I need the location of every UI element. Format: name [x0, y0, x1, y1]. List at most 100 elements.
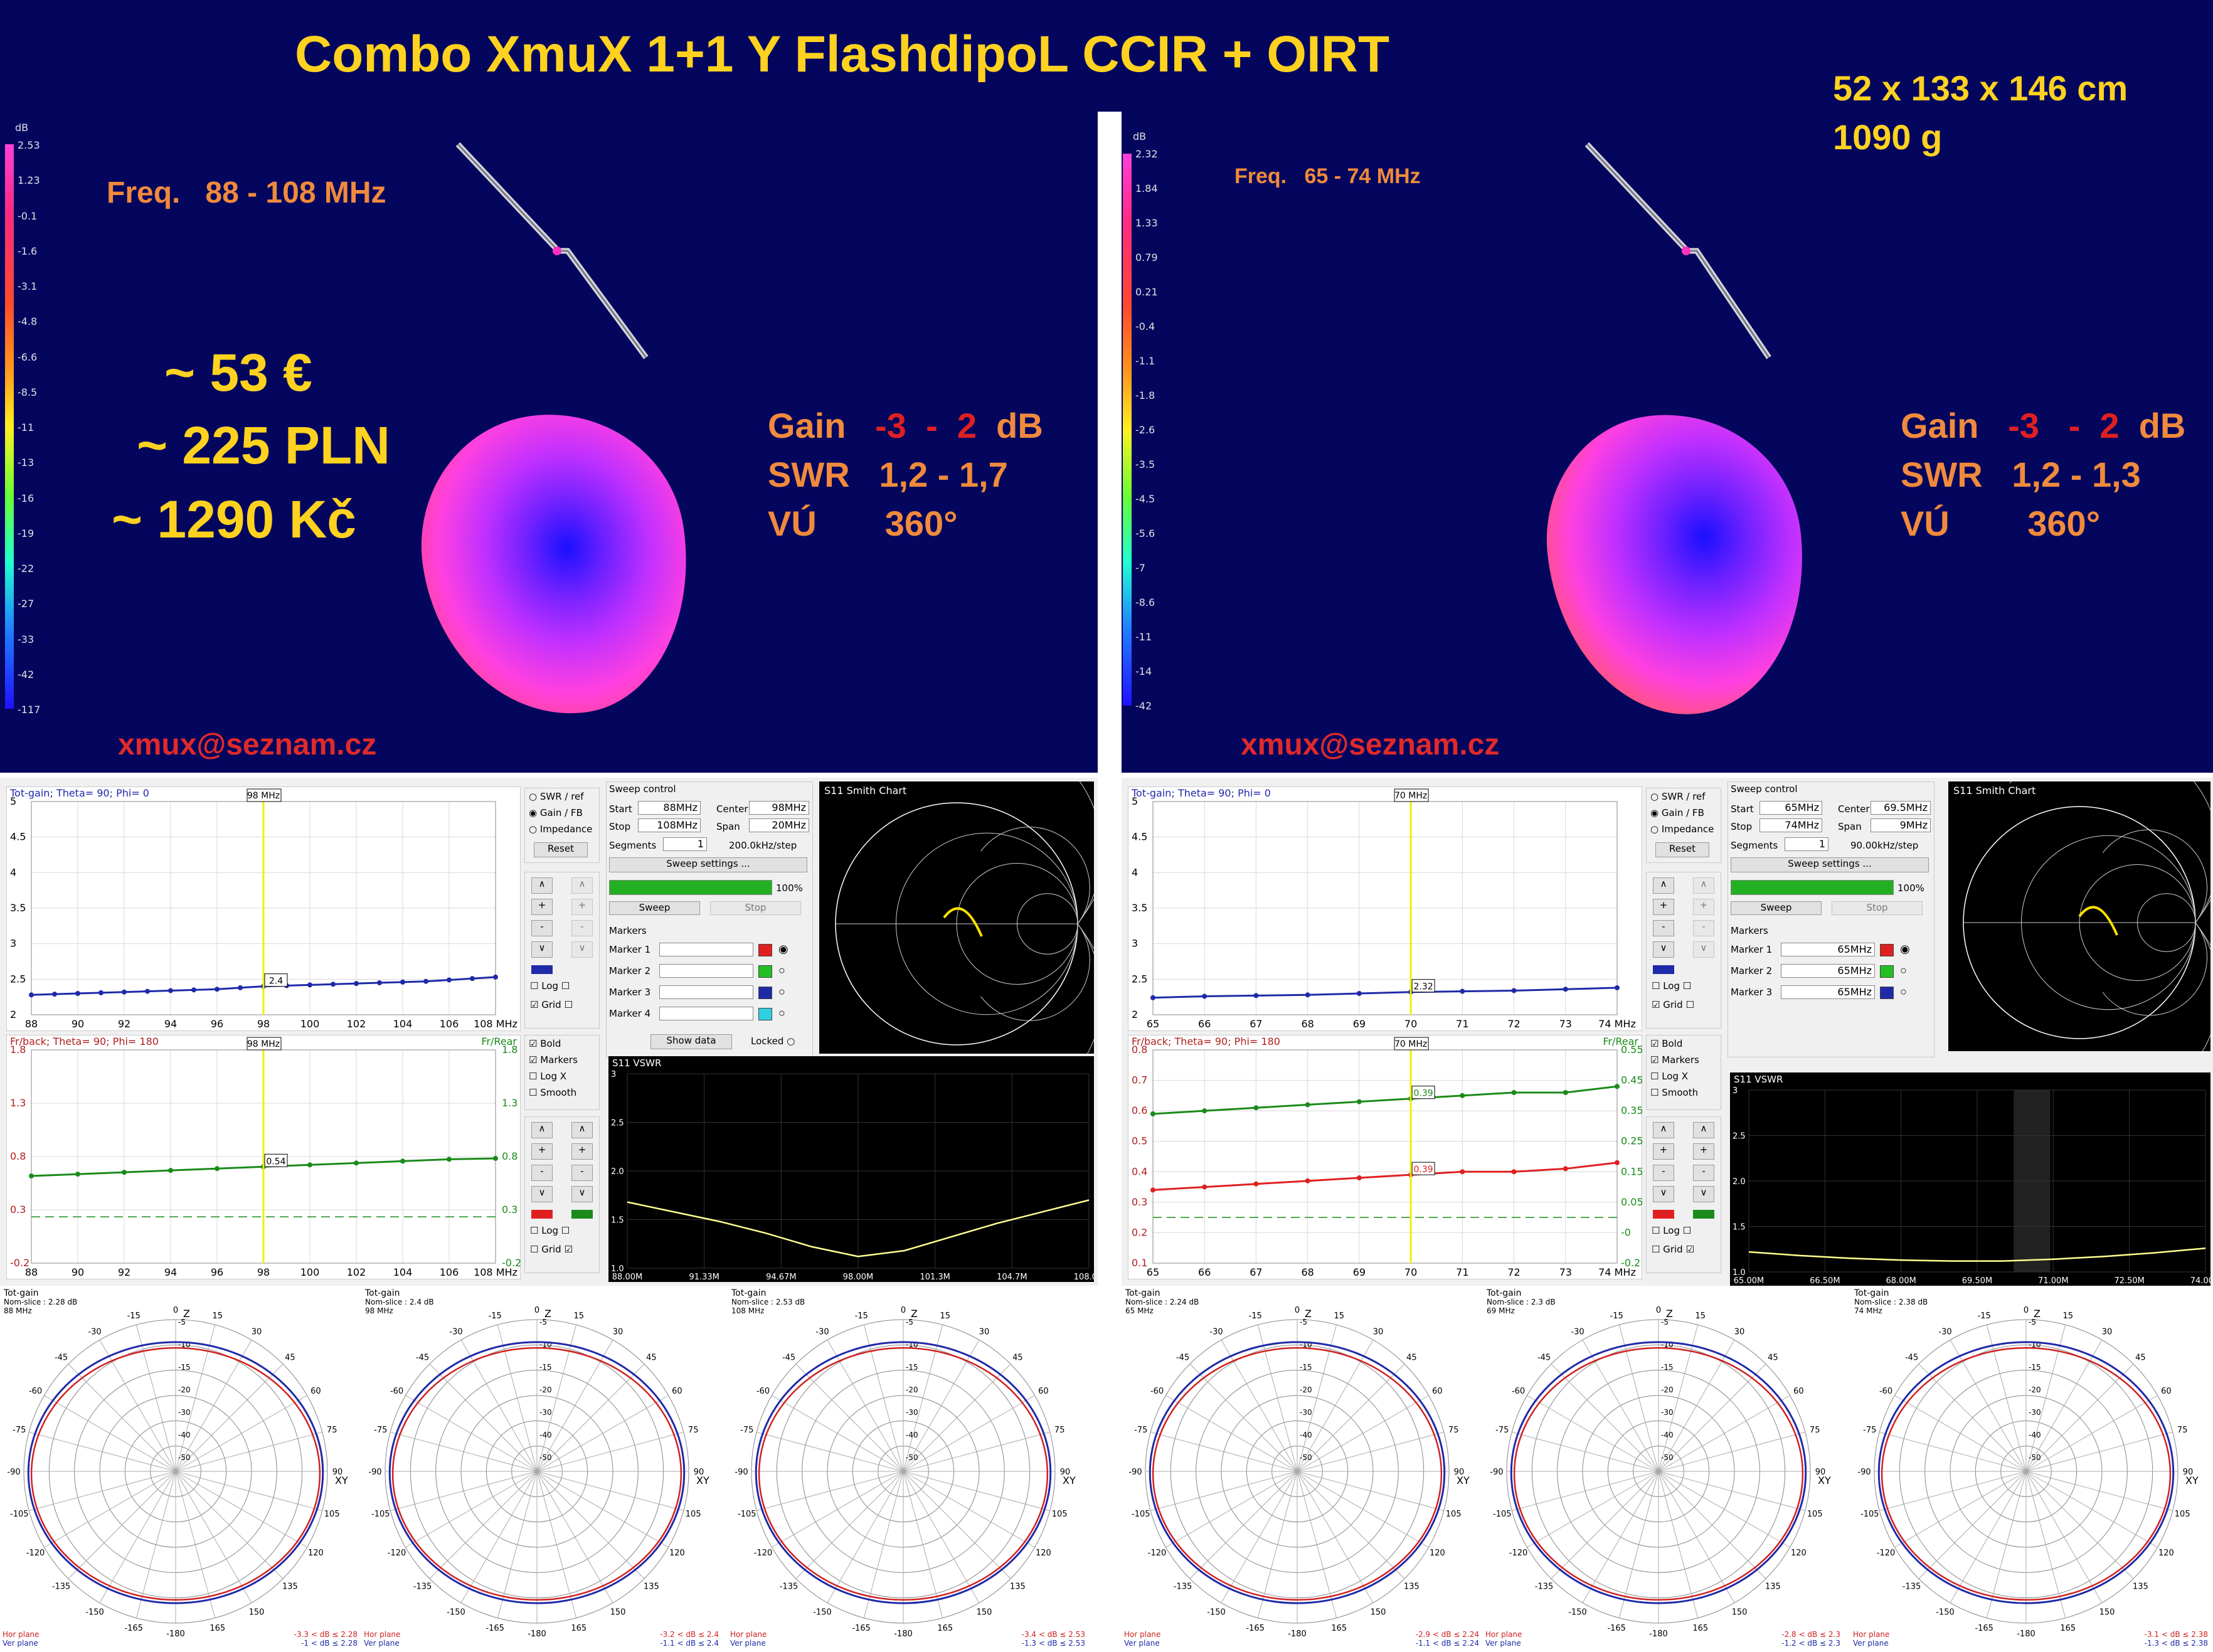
scale-button-2[interactable]: ∨	[1693, 941, 1714, 958]
left-swr-value: 1,2 - 1,7	[879, 455, 1008, 494]
sweep-settings-button[interactable]: Sweep settings ...	[609, 857, 807, 872]
option-2[interactable]: ○ Impedance	[1650, 823, 1714, 835]
option-0[interactable]: ○ SWR / ref	[1650, 791, 1706, 802]
grid-checkbox[interactable]: ☑ Grid ☐	[530, 999, 573, 1010]
option-1[interactable]: ◉ Gain / FB	[1650, 807, 1704, 818]
marker-color[interactable]	[1880, 944, 1894, 956]
scale-button[interactable]: +	[531, 899, 553, 915]
stop-button[interactable]: Stop	[710, 901, 801, 915]
log-checkbox[interactable]: ☐ Log ☐	[1652, 1225, 1692, 1236]
marker-radio[interactable]: ◉	[778, 943, 788, 955]
plot-option[interactable]: ☐ Smooth	[529, 1087, 577, 1098]
span-input[interactable]: 9MHz	[1871, 818, 1931, 832]
scale-button[interactable]: ∧	[531, 877, 553, 894]
marker-radio[interactable]: ○	[778, 964, 785, 977]
stop-input[interactable]: 74MHz	[1759, 818, 1822, 832]
stop-button[interactable]: Stop	[1832, 901, 1923, 915]
marker-color[interactable]	[758, 965, 772, 978]
scale-button[interactable]: ∨	[531, 941, 553, 958]
start-input[interactable]: 65MHz	[1759, 801, 1822, 815]
scale-button[interactable]: +	[1653, 899, 1674, 915]
option-1[interactable]: ◉ Gain / FB	[529, 807, 583, 818]
marker-input[interactable]	[659, 943, 753, 956]
scale-button[interactable]: -	[1653, 1165, 1674, 1181]
scale-button[interactable]: ∨	[1653, 1186, 1674, 1202]
plot-option[interactable]: ☑ Markers	[529, 1054, 578, 1066]
span-input[interactable]: 20MHz	[749, 818, 809, 832]
scale-button-2[interactable]: -	[571, 1165, 593, 1181]
marker-radio[interactable]: ◉	[1900, 943, 1910, 955]
stop-input[interactable]: 108MHz	[638, 818, 701, 832]
scale-button-2[interactable]: -	[1693, 920, 1714, 936]
marker-color[interactable]	[758, 987, 772, 999]
scale-button-2[interactable]: ∧	[571, 877, 593, 894]
center-input[interactable]: 69.5MHz	[1871, 801, 1931, 815]
marker-color[interactable]	[758, 1008, 772, 1020]
plot-option[interactable]: ☑ Bold	[1650, 1038, 1683, 1049]
marker-label: Marker 3	[1731, 987, 1773, 998]
show-data-button[interactable]: Show data	[650, 1034, 732, 1049]
marker-input[interactable]	[659, 1007, 753, 1020]
front-rear-point	[1150, 1111, 1155, 1116]
segments-input[interactable]: 1	[1785, 837, 1828, 851]
scale-button-2[interactable]: -	[571, 920, 593, 936]
log-checkbox[interactable]: ☐ Log ☐	[530, 1225, 570, 1236]
scale-button[interactable]: +	[531, 1143, 553, 1160]
scale-button[interactable]: ∨	[531, 1186, 553, 1202]
scale-button[interactable]: ∧	[531, 1122, 553, 1138]
grid-checkbox[interactable]: ☐ Grid ☑	[530, 1244, 573, 1255]
scale-button[interactable]: -	[1653, 920, 1674, 936]
scale-button[interactable]: +	[1653, 1143, 1674, 1160]
marker-color[interactable]	[1880, 987, 1894, 999]
log-checkbox[interactable]: ☐ Log ☐	[530, 980, 570, 992]
marker-radio[interactable]: ○	[1900, 964, 1907, 977]
marker-color[interactable]	[758, 944, 772, 956]
locked-checkbox[interactable]: Locked ○	[751, 1035, 795, 1047]
sweep-settings-button[interactable]: Sweep settings ...	[1731, 857, 1929, 872]
scale-button-2[interactable]: ∧	[1693, 877, 1714, 894]
scale-button-2[interactable]: ∧	[571, 1122, 593, 1138]
scale-button[interactable]: ∨	[1653, 941, 1674, 958]
marker-input[interactable]	[659, 985, 753, 999]
sweep-button[interactable]: Sweep	[1731, 901, 1822, 915]
grid-checkbox[interactable]: ☑ Grid ☐	[1652, 999, 1694, 1010]
scale-button-2[interactable]: ∧	[1693, 1122, 1714, 1138]
marker-color[interactable]	[1880, 965, 1894, 978]
scale-button-2[interactable]: +	[1693, 899, 1714, 915]
left-email[interactable]: xmux@seznam.cz	[118, 728, 377, 761]
reset-button[interactable]: Reset	[1655, 842, 1709, 857]
reset-button[interactable]: Reset	[534, 842, 588, 857]
scale-button-2[interactable]: ∨	[1693, 1186, 1714, 1202]
log-checkbox[interactable]: ☐ Log ☐	[1652, 980, 1692, 992]
marker-input[interactable]: 65MHz	[1781, 964, 1875, 978]
scale-button-2[interactable]: -	[1693, 1165, 1714, 1181]
scale-button-2[interactable]: ∨	[571, 941, 593, 958]
scale-button-2[interactable]: +	[1693, 1143, 1714, 1160]
start-input[interactable]: 88MHz	[638, 801, 701, 815]
option-2[interactable]: ○ Impedance	[529, 823, 593, 835]
scale-button[interactable]: ∧	[1653, 877, 1674, 894]
marker-input[interactable]: 65MHz	[1781, 985, 1875, 999]
marker-radio[interactable]: ○	[778, 1007, 785, 1019]
scale-button-2[interactable]: +	[571, 899, 593, 915]
marker-input[interactable]	[659, 964, 753, 978]
scale-button[interactable]: -	[531, 920, 553, 936]
scale-button[interactable]: -	[531, 1165, 553, 1181]
center-input[interactable]: 98MHz	[749, 801, 809, 815]
marker-radio[interactable]: ○	[778, 985, 785, 998]
option-0[interactable]: ○ SWR / ref	[529, 791, 584, 802]
scale-button[interactable]: ∧	[1653, 1122, 1674, 1138]
plot-option[interactable]: ☑ Markers	[1650, 1054, 1699, 1066]
plot-option[interactable]: ☐ Smooth	[1650, 1087, 1699, 1098]
marker-radio[interactable]: ○	[1900, 985, 1907, 998]
plot-option[interactable]: ☑ Bold	[529, 1038, 561, 1049]
grid-checkbox[interactable]: ☐ Grid ☑	[1652, 1244, 1694, 1255]
scale-button-2[interactable]: ∨	[571, 1186, 593, 1202]
plot-option[interactable]: ☐ Log X	[1650, 1071, 1689, 1082]
segments-input[interactable]: 1	[663, 837, 707, 851]
marker-input[interactable]: 65MHz	[1781, 943, 1875, 956]
scale-button-2[interactable]: +	[571, 1143, 593, 1160]
plot-option[interactable]: ☐ Log X	[529, 1071, 567, 1082]
right-email[interactable]: xmux@seznam.cz	[1241, 728, 1500, 761]
sweep-button[interactable]: Sweep	[609, 901, 700, 915]
